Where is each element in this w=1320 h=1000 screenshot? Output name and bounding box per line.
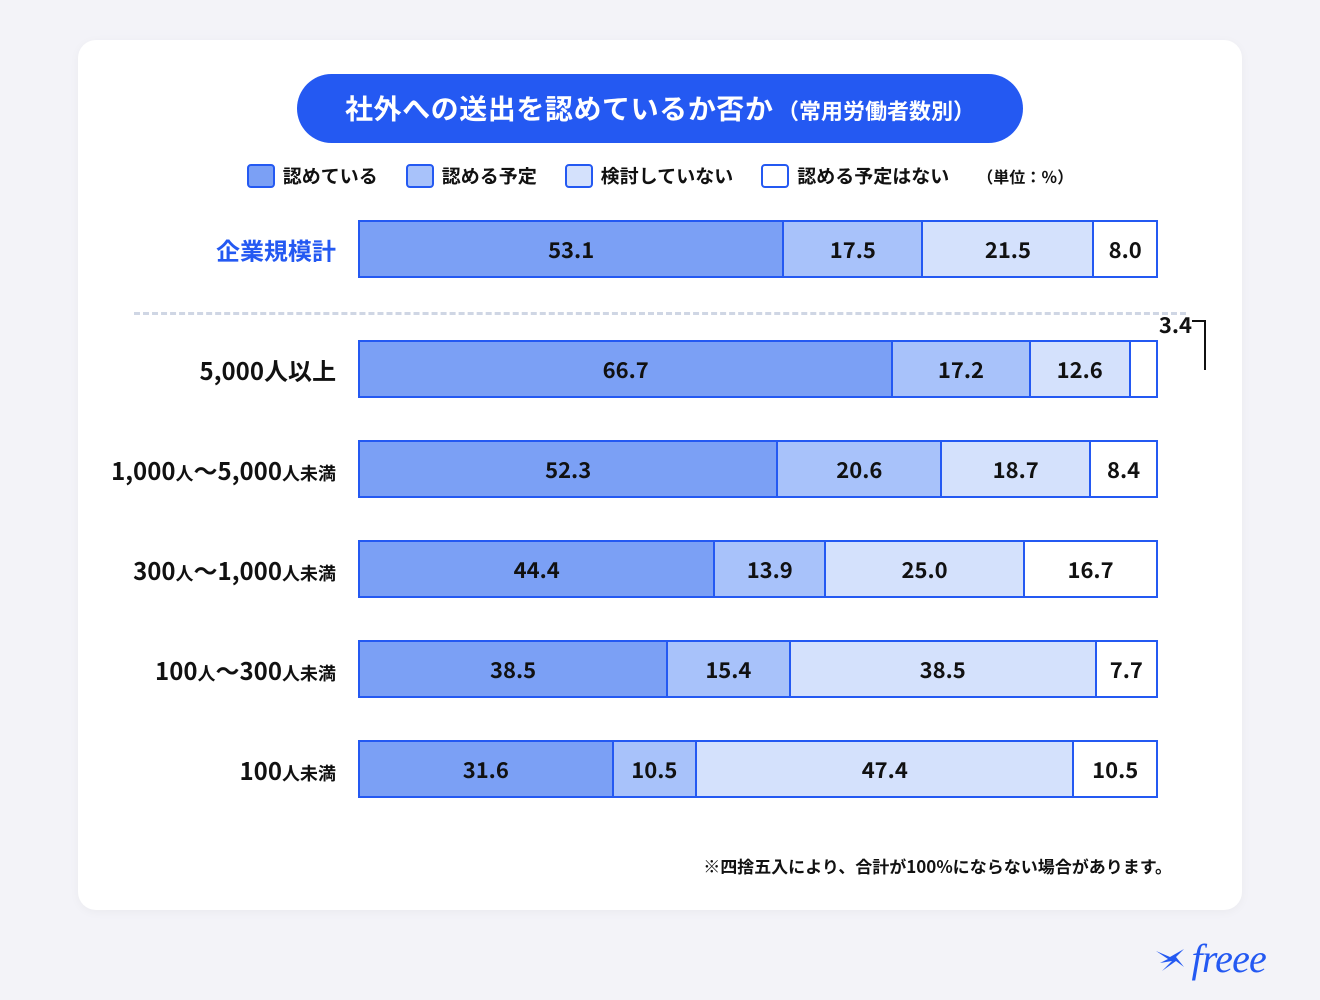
chart-summary: 企業規模計53.117.521.58.0 [78,220,1242,320]
row-label: 1,000人～5,000人未満 [78,452,358,487]
bar-segment: 18.7 [940,442,1089,496]
legend-label: 認める予定 [442,162,537,189]
legend-label: 認める予定はない [797,162,949,189]
bar-segment: 47.4 [695,742,1072,796]
legend-item: 検討していない [565,162,733,189]
callout-leader [1204,320,1206,370]
chart-row: 100人～300人未満38.515.438.57.7 [78,640,1242,698]
chart-row: 100人未満31.610.547.410.5 [78,740,1242,798]
row-label: 100人未満 [78,752,358,787]
chart-footnote: ※四捨五入により、合計が100%にならない場合があります。 [703,853,1172,878]
bar-segment: 8.0 [1092,222,1156,276]
bar-segment: 12.6 [1029,342,1129,396]
chart-detail: 5,000人以上66.717.212.63.41,000人～5,000人未満52… [78,340,1242,840]
bar-segment: 20.6 [776,442,940,496]
legend-unit: （単位：％） [977,164,1073,188]
row-label: 5,000人以上 [78,352,358,387]
legend-swatch [565,164,593,188]
legend-label: 認めている [283,162,378,189]
bar-segment: 10.5 [612,742,696,796]
swallow-icon [1154,945,1186,973]
bar-segment: 25.0 [824,542,1023,596]
bar-segment: 53.1 [360,222,782,276]
chart-row: 企業規模計53.117.521.58.0 [78,220,1242,278]
bar-segment: 10.5 [1072,742,1156,796]
legend-swatch [406,164,434,188]
chart-legend: 認めている 認める予定 検討していない 認める予定はない （単位：％） [78,162,1242,189]
stacked-bar: 52.320.618.78.4 [358,440,1158,498]
stacked-bar: 44.413.925.016.7 [358,540,1158,598]
bar-callout-label: 3.4 [1159,308,1192,340]
bar-segment: 38.5 [789,642,1095,696]
stacked-bar: 66.717.212.6 [358,340,1158,398]
bar-segment: 31.6 [360,742,612,796]
chart-row: 300人～1,000人未満44.413.925.016.7 [78,540,1242,598]
chart-row: 1,000人～5,000人未満52.320.618.78.4 [78,440,1242,498]
legend-item: 認める予定 [406,162,537,189]
bar-segment [1129,342,1156,396]
chart-title-pill: 社外への送出を認めているか否か （常用労働者数別） [297,74,1023,143]
bar-segment: 38.5 [360,642,666,696]
bar-segment: 7.7 [1095,642,1156,696]
chart-title-main: 社外への送出を認めているか否か [345,88,773,128]
bar-segment: 44.4 [360,542,713,596]
chart-divider [134,312,1186,315]
chart-row: 5,000人以上66.717.212.6 [78,340,1242,398]
row-label: 300人～1,000人未満 [78,552,358,587]
bar-segment: 15.4 [666,642,788,696]
bar-segment: 17.5 [782,222,921,276]
stacked-bar: 38.515.438.57.7 [358,640,1158,698]
bar-segment: 52.3 [360,442,776,496]
bar-segment: 8.4 [1089,442,1156,496]
bar-segment: 13.9 [713,542,824,596]
chart-card: 社外への送出を認めているか否か （常用労働者数別） 認めている 認める予定 検討して… [78,40,1242,910]
legend-label: 検討していない [601,162,733,189]
legend-swatch [247,164,275,188]
bar-segment: 21.5 [921,222,1092,276]
stacked-bar: 53.117.521.58.0 [358,220,1158,278]
legend-swatch [761,164,789,188]
bar-segment: 17.2 [891,342,1028,396]
row-label: 100人～300人未満 [78,652,358,687]
legend-item: 認めている [247,162,378,189]
brand-logo-text: freee [1192,935,1266,982]
bar-segment: 66.7 [360,342,891,396]
stacked-bar: 31.610.547.410.5 [358,740,1158,798]
brand-logo: freee [1154,935,1266,982]
row-label: 企業規模計 [78,232,358,267]
bar-segment: 16.7 [1023,542,1156,596]
chart-title-sub: （常用労働者数別） [777,94,975,126]
legend-item: 認める予定はない [761,162,949,189]
